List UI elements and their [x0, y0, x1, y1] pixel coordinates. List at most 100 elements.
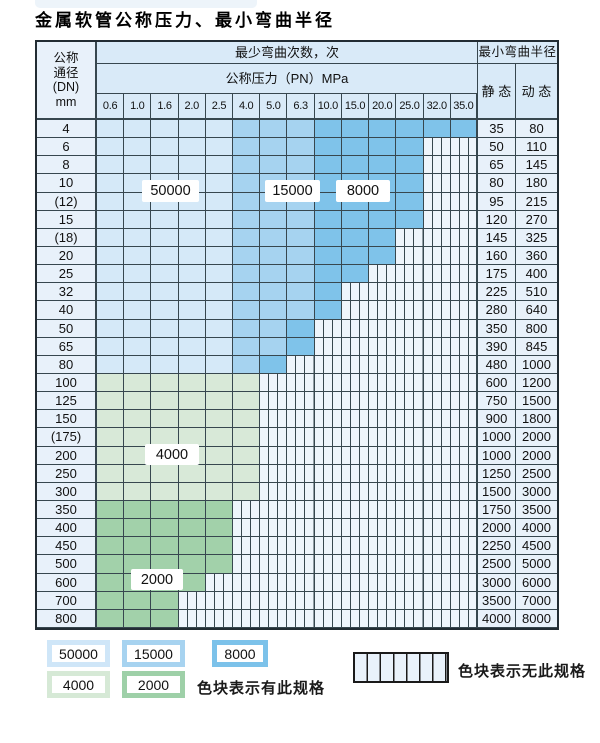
spec-cell	[314, 265, 342, 284]
spec-cell	[423, 210, 451, 229]
spec-cell	[151, 519, 179, 538]
corner-line-3: (DN)	[52, 80, 80, 94]
spec-cell	[314, 246, 342, 266]
dn-cell: 350	[37, 500, 97, 520]
spec-cell	[287, 120, 315, 139]
spec-cell	[423, 609, 451, 628]
spec-cell	[287, 573, 315, 592]
spec-cell	[205, 591, 234, 610]
spec-cell	[450, 228, 478, 247]
spec-cell	[260, 120, 288, 139]
spec-cell	[205, 192, 234, 211]
spec-table: 公称 通径 (DN) mm 最少弯曲次数，次 最小弯曲半径 公称压力（PN）MP…	[35, 40, 559, 630]
spec-cell	[396, 519, 424, 538]
dynamic-radius-cell: 510	[515, 283, 557, 302]
spec-cell	[178, 573, 206, 592]
spec-cell	[97, 210, 125, 229]
spec-cell	[97, 283, 125, 302]
static-radius-cell: 1500	[477, 482, 516, 501]
spec-cell	[260, 500, 288, 520]
dynamic-radius-cell: 4000	[515, 519, 557, 538]
legend-swatch-label: 4000	[62, 676, 95, 693]
pressure-column-header: 5.0	[260, 94, 288, 120]
spec-cell	[369, 301, 397, 320]
pressure-column-header: 0.6	[97, 94, 125, 120]
dn-cell: 450	[37, 537, 97, 556]
min-bend-cycles-header: 最少弯曲次数，次	[97, 42, 478, 64]
no-spec-text: 色块表示无此规格	[458, 663, 587, 680]
spec-cell	[341, 319, 370, 338]
spec-cell	[260, 537, 288, 556]
spec-cell	[450, 174, 478, 193]
spec-cell	[178, 265, 206, 284]
spec-cell	[423, 138, 451, 157]
spec-cell	[341, 210, 370, 229]
spec-cell	[314, 120, 342, 139]
spec-cell	[450, 464, 478, 483]
dn-cell: 700	[37, 591, 97, 610]
spec-cell	[314, 392, 342, 411]
spec-cell	[396, 265, 424, 284]
spec-cell	[287, 464, 315, 483]
spec-cell	[205, 392, 234, 411]
spec-cell	[314, 355, 342, 374]
spec-cell	[450, 482, 478, 501]
static-radius-cell: 4000	[477, 609, 516, 628]
spec-cell	[369, 337, 397, 356]
spec-cell	[287, 319, 315, 338]
dn-cell: (12)	[37, 192, 97, 211]
spec-cell	[205, 410, 234, 429]
dynamic-radius-cell: 800	[515, 319, 557, 338]
spec-cell	[97, 482, 125, 501]
spec-cell	[178, 120, 206, 139]
spec-cell	[151, 246, 179, 266]
spec-cell	[369, 500, 397, 520]
spec-cell	[450, 355, 478, 374]
cycle-count-label: 8000	[336, 180, 390, 202]
spec-cell	[124, 319, 152, 338]
spec-cell	[396, 174, 424, 193]
dynamic-radius-cell: 5000	[515, 555, 557, 574]
spec-cell	[260, 373, 288, 393]
spec-cell	[205, 156, 234, 175]
spec-cell	[233, 337, 261, 356]
spec-cell	[341, 301, 370, 320]
spec-cell	[450, 246, 478, 266]
spec-cell	[178, 373, 206, 393]
spec-cell	[369, 319, 397, 338]
dn-cell: 6	[37, 138, 97, 157]
spec-cell	[450, 156, 478, 175]
spec-cell	[423, 519, 451, 538]
spec-cell	[178, 500, 206, 520]
legend-swatch-2000: 2000	[122, 671, 185, 698]
spec-cell	[314, 573, 342, 592]
spec-cell	[205, 573, 234, 592]
static-radius-cell: 65	[477, 156, 516, 175]
spec-cell	[178, 537, 206, 556]
spec-cell	[423, 410, 451, 429]
spec-cell	[423, 482, 451, 501]
spec-cell	[178, 392, 206, 411]
spec-cell	[205, 537, 234, 556]
dynamic-radius-cell: 7000	[515, 591, 557, 610]
static-radius-cell: 750	[477, 392, 516, 411]
dynamic-radius-cell: 325	[515, 228, 557, 247]
spec-cell	[450, 301, 478, 320]
spec-cell	[369, 265, 397, 284]
top-strip	[35, 0, 257, 8]
dynamic-radius-cell: 1800	[515, 410, 557, 429]
spec-cell	[97, 138, 125, 157]
spec-cell	[178, 410, 206, 429]
static-radius-cell: 160	[477, 246, 516, 266]
spec-cell	[287, 446, 315, 465]
spec-cell	[97, 573, 125, 592]
spec-cell	[450, 319, 478, 338]
dynamic-radius-cell: 1200	[515, 373, 557, 393]
spec-cell	[124, 301, 152, 320]
spec-cell	[287, 301, 315, 320]
legend-swatch-15000: 15000	[122, 640, 185, 667]
spec-cell	[233, 500, 261, 520]
spec-cell	[124, 283, 152, 302]
spec-cell	[314, 555, 342, 574]
spec-cell	[423, 446, 451, 465]
